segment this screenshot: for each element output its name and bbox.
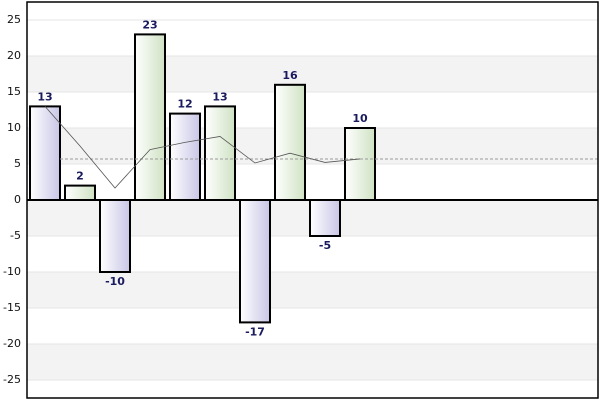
- value-label: -17: [245, 325, 265, 338]
- bar: [204, 105, 236, 201]
- bar: [274, 83, 306, 201]
- value-label: 13: [37, 90, 52, 103]
- bar: [29, 105, 61, 201]
- bar: [239, 199, 271, 324]
- plot-border: [26, 1, 599, 399]
- y-tick-label: -5: [10, 229, 21, 242]
- y-tick-label: 10: [7, 121, 21, 134]
- y-tick-label: -10: [3, 265, 21, 278]
- value-label: 23: [142, 18, 157, 31]
- bar: [169, 112, 201, 201]
- value-label: 2: [76, 170, 84, 183]
- bar: [309, 199, 341, 237]
- grid-band: [27, 128, 598, 164]
- y-tick-label: 15: [7, 85, 21, 98]
- grid-band: [27, 56, 598, 92]
- value-label: 10: [352, 112, 368, 125]
- y-tick-label: 0: [14, 193, 21, 206]
- y-tick-label: 25: [7, 13, 21, 26]
- y-tick-label: -15: [3, 301, 21, 314]
- bar: [99, 199, 131, 273]
- y-tick-label: -25: [3, 373, 21, 386]
- value-label: 12: [177, 98, 192, 111]
- value-label: -10: [105, 275, 125, 288]
- grid-band: [27, 344, 598, 380]
- y-tick-label: 5: [14, 157, 21, 170]
- trend-line: [44, 106, 361, 189]
- value-label: 13: [212, 90, 227, 103]
- y-tick-label: 20: [7, 49, 21, 62]
- bar: [134, 33, 166, 202]
- grid-band: [27, 272, 598, 308]
- bar: [344, 127, 376, 201]
- bar: [64, 184, 96, 202]
- value-label: -5: [319, 239, 331, 252]
- y-tick-label: -20: [3, 337, 21, 350]
- value-label: 16: [282, 69, 298, 82]
